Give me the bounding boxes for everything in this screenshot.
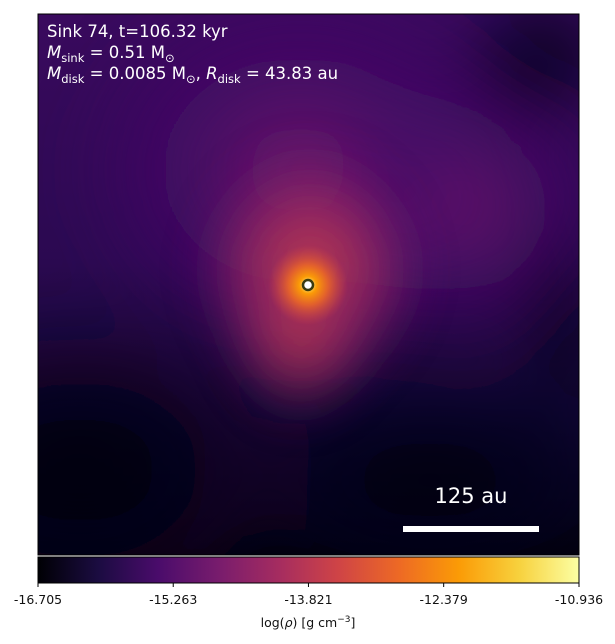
disk-annotation: Mdisk = 0.0085 M⊙, Rdisk = 43.83 au [47,64,338,86]
colorbar-ticks: -16.705 -15.263 -13.821 -12.379 -10.936 [14,583,603,607]
map-frame [37,13,580,556]
sink-mass-annotation: Msink = 0.51 M⊙ [47,43,175,65]
sink-time-annotation: Sink 74, t=106.32 kyr [47,22,228,41]
scale-bar-label: 125 au [435,484,508,508]
colorbar-label: log(ρ) [g cm−3] [261,615,356,630]
scale-bar [403,526,539,532]
colorbar-tick-label: -10.936 [555,592,603,607]
colorbar-tick-label: -15.263 [149,592,197,607]
sink-marker [301,278,315,292]
colorbar: -16.705 -15.263 -13.821 -12.379 -10.936 log(… [14,556,603,630]
colorbar-tick-label: -16.705 [14,592,62,607]
colorbar-tick-label: -13.821 [284,592,332,607]
colorbar-tick-label: -12.379 [420,592,468,607]
colorbar-gradient [38,557,579,583]
density-map [38,14,579,555]
